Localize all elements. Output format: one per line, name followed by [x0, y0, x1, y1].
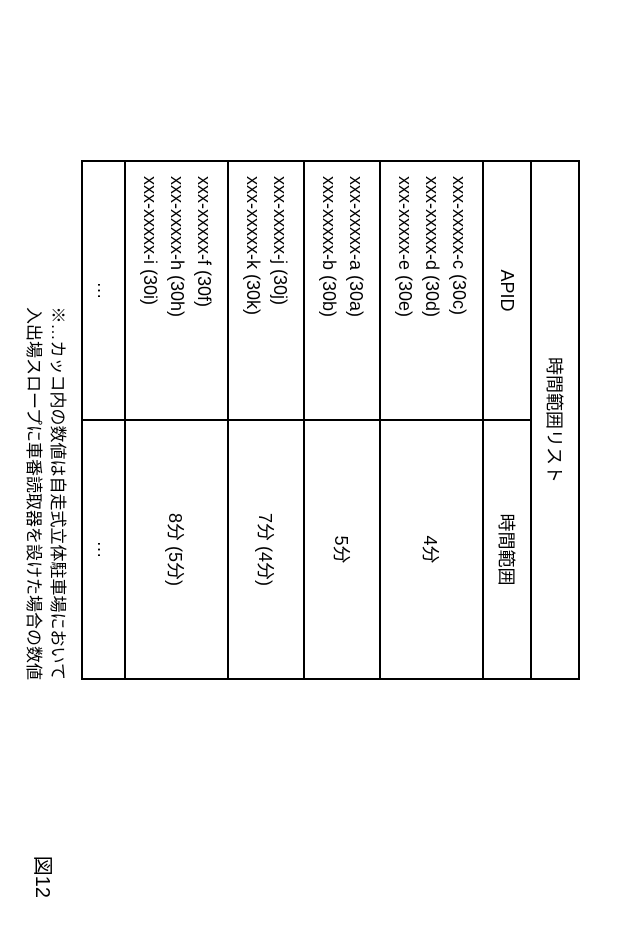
cell-time: 7分 (4分)	[228, 420, 304, 679]
footnote-line1: ※…カッコ内の数値は自走式立体駐車場において	[45, 160, 69, 680]
time-range-table: 時間範囲リスト APID 時間範囲 xxx-xxxxx-c (30c) xxx-…	[81, 160, 580, 680]
cell-apid: xxx-xxxxx-j (30j) xxx-xxxxx-k (30k)	[228, 161, 304, 420]
table-row: xxx-xxxxx-j (30j) xxx-xxxxx-k (30k) 7分 (…	[228, 161, 304, 679]
cell-time: 4分	[380, 420, 483, 679]
cell-time: 5分	[304, 420, 380, 679]
footnote-line2: 入出場スロープに車番読取器を設けた場合の数値	[21, 160, 45, 680]
table-row: xxx-xxxxx-c (30c) xxx-xxxxx-d (30d) xxx-…	[380, 161, 483, 679]
column-header-apid: APID	[483, 161, 531, 420]
cell-time: 8分 (5分)	[125, 420, 228, 679]
cell-ellipsis: …	[82, 161, 125, 420]
table-row: xxx-xxxxx-a (30a) xxx-xxxxx-b (30b) 5分	[304, 161, 380, 679]
table-title: 時間範囲リスト	[531, 161, 579, 679]
cell-ellipsis: …	[82, 420, 125, 679]
cell-apid: xxx-xxxxx-c (30c) xxx-xxxxx-d (30d) xxx-…	[380, 161, 483, 420]
table-row: xxx-xxxxx-f (30f) xxx-xxxxx-h (30h) xxx-…	[125, 161, 228, 679]
cell-apid: xxx-xxxxx-a (30a) xxx-xxxxx-b (30b)	[304, 161, 380, 420]
column-header-time: 時間範囲	[483, 420, 531, 679]
table-row-ellipsis: … …	[82, 161, 125, 679]
cell-apid: xxx-xxxxx-f (30f) xxx-xxxxx-h (30h) xxx-…	[125, 161, 228, 420]
footnote: ※…カッコ内の数値は自走式立体駐車場において 入出場スロープに車番読取器を設けた…	[21, 160, 69, 680]
figure-label: 図12	[30, 856, 59, 898]
